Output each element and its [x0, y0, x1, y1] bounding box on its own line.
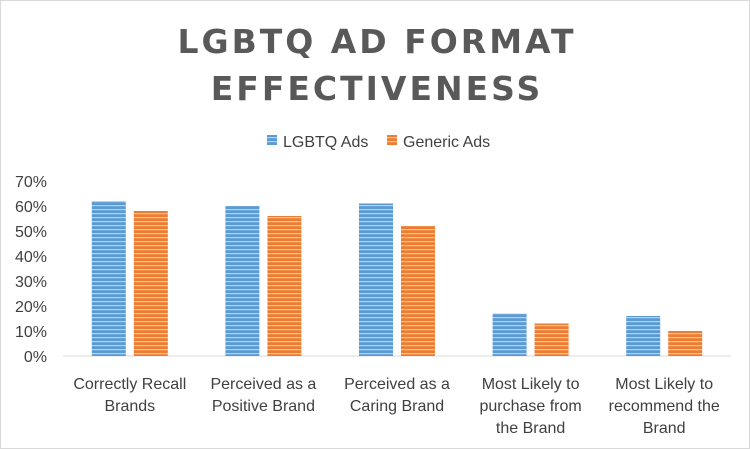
- category-label: Perceived as a Caring Brand: [344, 376, 450, 415]
- y-tick-label: 10%: [15, 324, 47, 341]
- legend-label-lgbtq: LGBTQ Ads: [283, 134, 368, 151]
- chart-title-line-1: LGBTQ AD FORMAT: [177, 22, 576, 61]
- y-tick-label: 60%: [15, 199, 47, 216]
- bar-lgbtq: [91, 201, 126, 356]
- bar-lgbtq: [225, 206, 260, 356]
- category-label: Most Likely to recommend the Brand: [609, 376, 720, 437]
- bar-generic: [133, 211, 168, 356]
- chart-title-line-2: EFFECTIVENESS: [211, 69, 543, 108]
- bar-generic: [668, 331, 703, 356]
- bar-lgbtq: [492, 313, 527, 356]
- legend-swatch-lgbtq: [267, 135, 277, 145]
- y-tick-label: 50%: [15, 224, 47, 241]
- bar-lgbtq: [359, 203, 393, 356]
- legend: LGBTQ Ads Generic Ads: [267, 134, 490, 151]
- y-tick-label: 30%: [15, 274, 47, 291]
- category-label: Correctly Recall Brands: [73, 376, 186, 415]
- bar-generic: [267, 216, 302, 356]
- category-label: Perceived as a Positive Brand: [210, 376, 316, 415]
- category-label: Most Likely to purchase from the Brand: [479, 376, 581, 437]
- bar-lgbtq: [626, 316, 661, 356]
- y-axis: 0% 10% 20% 30% 40% 50% 60% 70%: [15, 174, 47, 366]
- legend-swatch-generic: [387, 135, 397, 145]
- bar-generic: [534, 323, 569, 356]
- legend-label-generic: Generic Ads: [403, 134, 490, 151]
- y-tick-label: 40%: [15, 249, 47, 266]
- y-tick-label: 20%: [15, 299, 47, 316]
- y-tick-label: 0%: [24, 349, 47, 366]
- y-tick-label: 70%: [15, 174, 47, 191]
- bars: [91, 201, 703, 356]
- bar-generic: [401, 226, 435, 356]
- category-labels: Correctly Recall Brands Perceived as a Posi…: [73, 376, 720, 437]
